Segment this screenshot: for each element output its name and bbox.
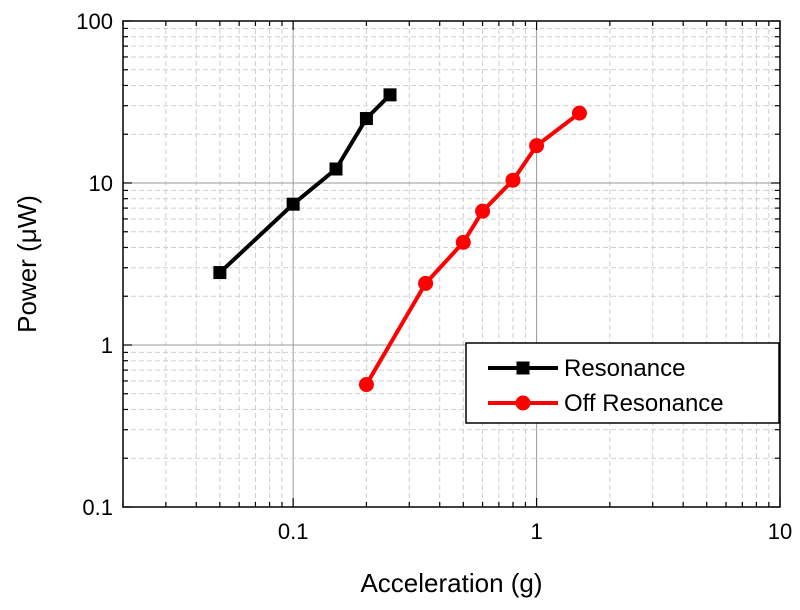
legend-item: Resonance xyxy=(488,355,685,382)
legend: Resonance Off Resonance xyxy=(465,342,780,424)
x-tick-label: 10 xyxy=(768,519,792,544)
grid xyxy=(122,20,781,508)
data-point xyxy=(455,234,471,250)
plot-frame xyxy=(122,20,781,508)
data-point xyxy=(358,377,374,393)
y-tick-label: 10 xyxy=(89,171,113,196)
data-point xyxy=(213,266,227,280)
data-point xyxy=(383,88,397,102)
data-point xyxy=(571,105,587,121)
data-point xyxy=(529,138,545,154)
x-tick-label: 0.1 xyxy=(278,519,309,544)
data-point xyxy=(475,203,491,219)
series-layer xyxy=(213,88,587,393)
series-off-resonance xyxy=(358,105,587,393)
y-tick-label: 100 xyxy=(76,9,113,34)
legend-item: Off Resonance xyxy=(488,390,724,417)
data-point xyxy=(418,275,434,291)
x-axis-title: Acceleration (g) xyxy=(360,568,542,598)
y-tick-label: 0.1 xyxy=(82,495,113,520)
y-axis-title: Power (μW) xyxy=(12,195,42,333)
data-point xyxy=(286,197,300,211)
legend-label: Off Resonance xyxy=(564,390,724,417)
axis-ticks xyxy=(122,20,781,508)
legend-marker xyxy=(515,395,531,411)
series-resonance xyxy=(213,88,397,280)
data-point xyxy=(329,162,343,176)
data-point xyxy=(359,112,373,126)
data-point xyxy=(505,172,521,188)
legend-marker xyxy=(516,361,530,375)
x-tick-labels: 0.1 1 10 xyxy=(278,519,792,544)
legend-box xyxy=(465,342,780,424)
y-tick-label: 1 xyxy=(101,333,113,358)
y-tick-labels: 0.1 1 10 100 xyxy=(76,9,113,520)
legend-label: Resonance xyxy=(564,355,685,382)
x-tick-label: 1 xyxy=(530,519,542,544)
